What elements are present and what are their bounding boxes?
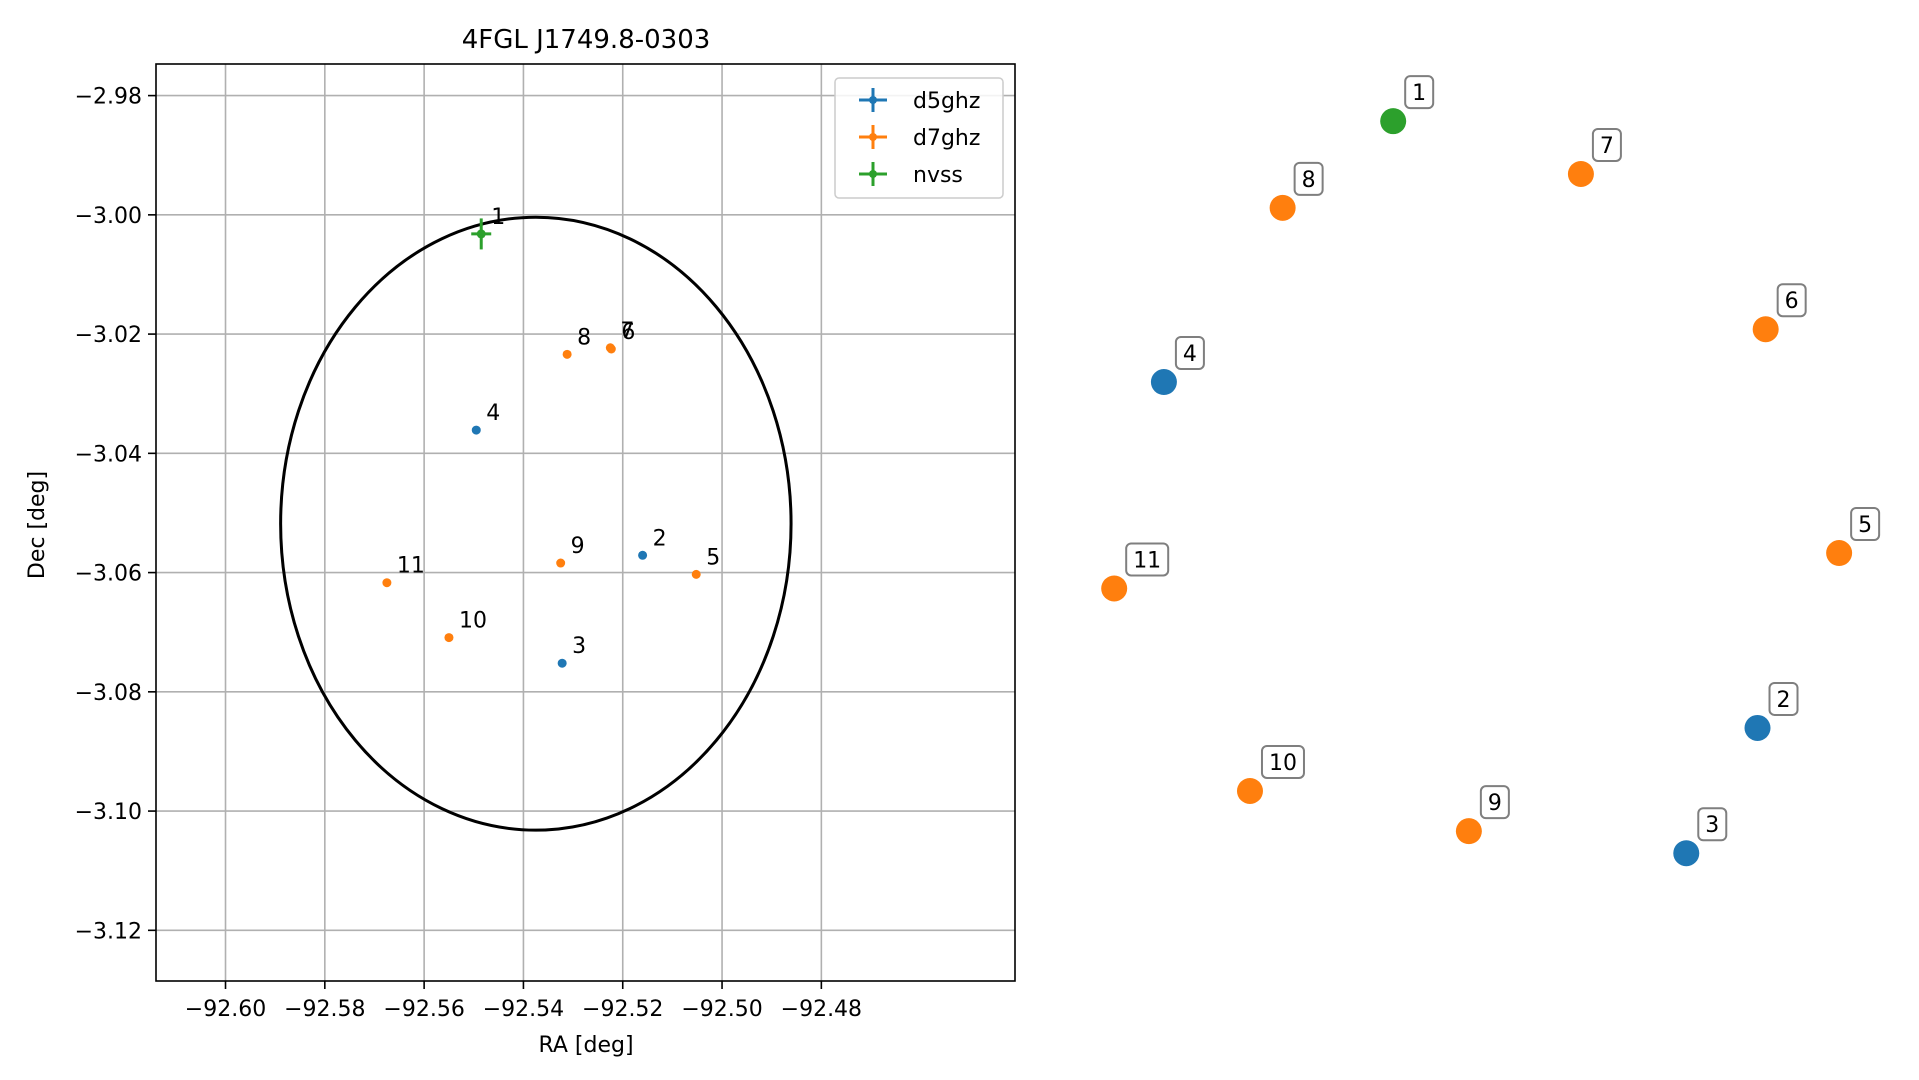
label-map-point-4 xyxy=(1150,369,1177,396)
label-map-badge xyxy=(1174,336,1205,371)
label-map-badge xyxy=(1479,785,1510,820)
x-tick-label: −92.48 xyxy=(781,997,862,1022)
y-tick-label: −3.02 xyxy=(75,323,142,348)
x-axis-label: RA [deg] xyxy=(538,1033,633,1058)
label-map-point-2 xyxy=(1744,714,1771,741)
label-map-badge xyxy=(1591,127,1622,162)
point-label-2: 2 xyxy=(653,526,667,551)
point-label-6: 6 xyxy=(621,320,635,345)
legend-marker-dot xyxy=(869,96,877,104)
point-label-3: 3 xyxy=(572,634,586,659)
label-map-point-6 xyxy=(1752,316,1779,343)
label-map-point-11 xyxy=(1101,575,1128,602)
y-tick-label: −3.10 xyxy=(75,800,142,825)
legend-label-d7ghz: d7ghz xyxy=(913,126,980,151)
x-tick-label: −92.58 xyxy=(284,997,365,1022)
x-tick-label: −92.54 xyxy=(483,997,564,1022)
x-tick-label: −92.60 xyxy=(185,997,266,1022)
label-map-badge xyxy=(1850,507,1881,542)
legend-marker-dot xyxy=(869,133,877,141)
y-axis-ticks: −2.98 −3.00 −3.02 −3.04 −3.06 −3.08 −3.10 −3.12 xyxy=(75,85,156,944)
label-map-badge-text-3: 3 xyxy=(1705,813,1719,838)
point-label-7: 7 xyxy=(620,319,634,344)
source-label-map: 1 7 8 6 4 5 11 2 10 9 3 xyxy=(1101,75,1881,867)
label-map-point-1 xyxy=(1380,108,1407,135)
label-map-badge-text-5: 5 xyxy=(1858,513,1872,538)
label-map-badge xyxy=(1293,161,1324,196)
point-label-9: 9 xyxy=(571,534,585,559)
y-tick-label: −3.00 xyxy=(75,204,142,229)
d7ghz-point-9 xyxy=(556,558,566,568)
nvss-point-1 xyxy=(476,229,486,239)
d5ghz-point-4 xyxy=(471,425,481,435)
label-map-point-8 xyxy=(1269,194,1296,221)
label-map-badge-text-2: 2 xyxy=(1777,688,1791,713)
y-tick-label: −2.98 xyxy=(75,85,142,110)
y-tick-label: −3.06 xyxy=(75,562,142,587)
legend-label-d5ghz: d5ghz xyxy=(913,89,980,114)
label-map-badge xyxy=(1776,283,1807,318)
plot-frame xyxy=(155,63,1016,982)
d7ghz-point-5 xyxy=(691,569,701,579)
error-circle xyxy=(279,215,793,832)
sky-position-plot: 4FGL J1749.8-0303 −92.60 −92.58 −92.56 −92.… xyxy=(25,25,1016,1058)
legend-marker-dot xyxy=(869,170,877,178)
d5ghz-point-2 xyxy=(638,550,648,560)
label-map-badge xyxy=(1697,807,1728,842)
d7ghz-point-10 xyxy=(444,633,454,643)
label-map-badge-text-6: 6 xyxy=(1785,289,1799,314)
x-tick-label: −92.52 xyxy=(582,997,663,1022)
label-map-badge xyxy=(1404,75,1435,110)
point-label-8: 8 xyxy=(577,325,591,350)
point-label-4: 4 xyxy=(486,401,500,426)
d7ghz-point-11 xyxy=(382,578,392,588)
d7ghz-point-7 xyxy=(605,343,615,353)
x-axis-ticks: −92.60 −92.58 −92.56 −92.54 −92.52 −92.50 −92.… xyxy=(185,981,862,1022)
fermi-error-circle xyxy=(279,215,793,832)
label-map-badge-text-11: 11 xyxy=(1133,548,1161,573)
point-label-11: 11 xyxy=(397,554,425,579)
label-map-point-7 xyxy=(1567,160,1594,187)
label-map-badge-text-1: 1 xyxy=(1412,81,1426,106)
legend-label-nvss: nvss xyxy=(913,163,963,188)
label-map-point-9 xyxy=(1455,818,1482,845)
label-map-badge-text-9: 9 xyxy=(1488,791,1502,816)
legend-box xyxy=(834,77,1004,199)
label-map-badge xyxy=(1125,542,1170,577)
d7ghz-point-8 xyxy=(562,349,572,359)
y-axis-label: Dec [deg] xyxy=(25,471,50,579)
label-map-point-3 xyxy=(1673,840,1700,867)
x-tick-label: −92.56 xyxy=(383,997,464,1022)
legend: d5ghz d7ghz nvss xyxy=(834,77,1004,199)
axes-frame xyxy=(155,63,1016,982)
point-label-5: 5 xyxy=(706,545,720,570)
label-map-badge-text-4: 4 xyxy=(1183,342,1197,367)
label-map-point-10 xyxy=(1236,777,1263,804)
label-map-badge-text-8: 8 xyxy=(1302,168,1316,193)
y-tick-label: −3.08 xyxy=(75,681,142,706)
grid xyxy=(156,64,1015,981)
y-tick-label: −3.04 xyxy=(75,442,142,467)
label-map-badge-text-10: 10 xyxy=(1269,751,1297,776)
label-map-badge xyxy=(1768,681,1799,716)
label-map-badge xyxy=(1260,744,1305,779)
plot-title: 4FGL J1749.8-0303 xyxy=(462,25,711,55)
d5ghz-point-3 xyxy=(557,658,567,668)
point-label-1: 1 xyxy=(491,205,505,230)
point-label-10: 10 xyxy=(459,609,487,634)
x-tick-label: −92.50 xyxy=(681,997,762,1022)
label-map-point-5 xyxy=(1826,540,1853,567)
label-map-badge-text-7: 7 xyxy=(1600,134,1614,159)
y-tick-label: −3.12 xyxy=(75,919,142,944)
